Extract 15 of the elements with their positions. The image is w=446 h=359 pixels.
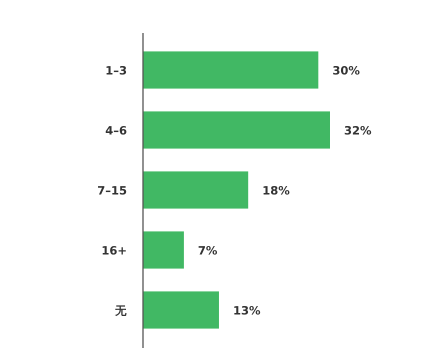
- y-tick-label: 7–15: [97, 184, 127, 198]
- y-tick-label: 4–6: [105, 124, 127, 138]
- data-label: 30%: [332, 64, 360, 78]
- data-label: 18%: [262, 184, 290, 198]
- bar: [143, 111, 330, 149]
- bar: [143, 291, 219, 329]
- data-label: 32%: [344, 124, 372, 138]
- bar: [143, 231, 184, 269]
- data-label: 7%: [198, 244, 218, 258]
- bar: [143, 51, 318, 89]
- y-tick-label: 无: [114, 304, 128, 318]
- y-tick-label: 1–3: [105, 64, 127, 78]
- y-tick-label: 16+: [101, 244, 127, 258]
- bar: [143, 171, 248, 209]
- data-label: 13%: [232, 304, 261, 318]
